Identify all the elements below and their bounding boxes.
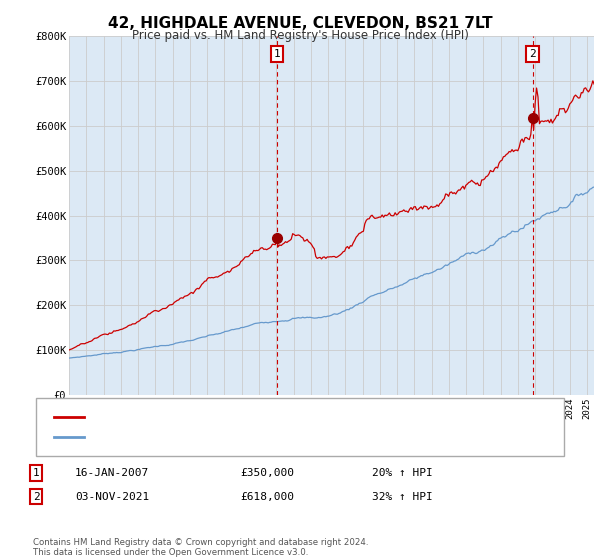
- Text: Price paid vs. HM Land Registry's House Price Index (HPI): Price paid vs. HM Land Registry's House …: [131, 29, 469, 42]
- Text: 20% ↑ HPI: 20% ↑ HPI: [372, 468, 433, 478]
- Text: £350,000: £350,000: [240, 468, 294, 478]
- Text: £618,000: £618,000: [240, 492, 294, 502]
- Text: 42, HIGHDALE AVENUE, CLEVEDON, BS21 7LT (detached house): 42, HIGHDALE AVENUE, CLEVEDON, BS21 7LT …: [93, 412, 429, 422]
- Text: 2: 2: [529, 49, 536, 59]
- Text: HPI: Average price, detached house, North Somerset: HPI: Average price, detached house, Nort…: [93, 432, 393, 442]
- Text: 42, HIGHDALE AVENUE, CLEVEDON, BS21 7LT: 42, HIGHDALE AVENUE, CLEVEDON, BS21 7LT: [107, 16, 493, 31]
- Text: 1: 1: [274, 49, 280, 59]
- Text: 16-JAN-2007: 16-JAN-2007: [75, 468, 149, 478]
- Text: 32% ↑ HPI: 32% ↑ HPI: [372, 492, 433, 502]
- Text: 03-NOV-2021: 03-NOV-2021: [75, 492, 149, 502]
- Text: Contains HM Land Registry data © Crown copyright and database right 2024.
This d: Contains HM Land Registry data © Crown c…: [33, 538, 368, 557]
- Text: 1: 1: [32, 468, 40, 478]
- Text: 2: 2: [32, 492, 40, 502]
